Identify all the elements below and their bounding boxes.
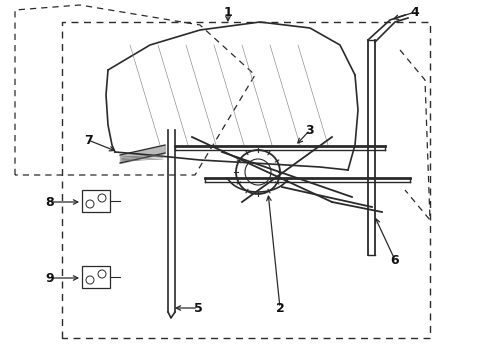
Text: 9: 9	[46, 271, 54, 284]
Text: 4: 4	[411, 5, 419, 18]
Bar	[82, 190, 110, 212]
Text: 2: 2	[275, 302, 284, 315]
Text: 8: 8	[46, 195, 54, 208]
Text: 3: 3	[306, 123, 314, 136]
Text: 5: 5	[194, 302, 202, 315]
Text: 1: 1	[223, 5, 232, 18]
Text: 7: 7	[84, 134, 93, 147]
Text: 6: 6	[391, 253, 399, 266]
Bar	[82, 266, 110, 288]
